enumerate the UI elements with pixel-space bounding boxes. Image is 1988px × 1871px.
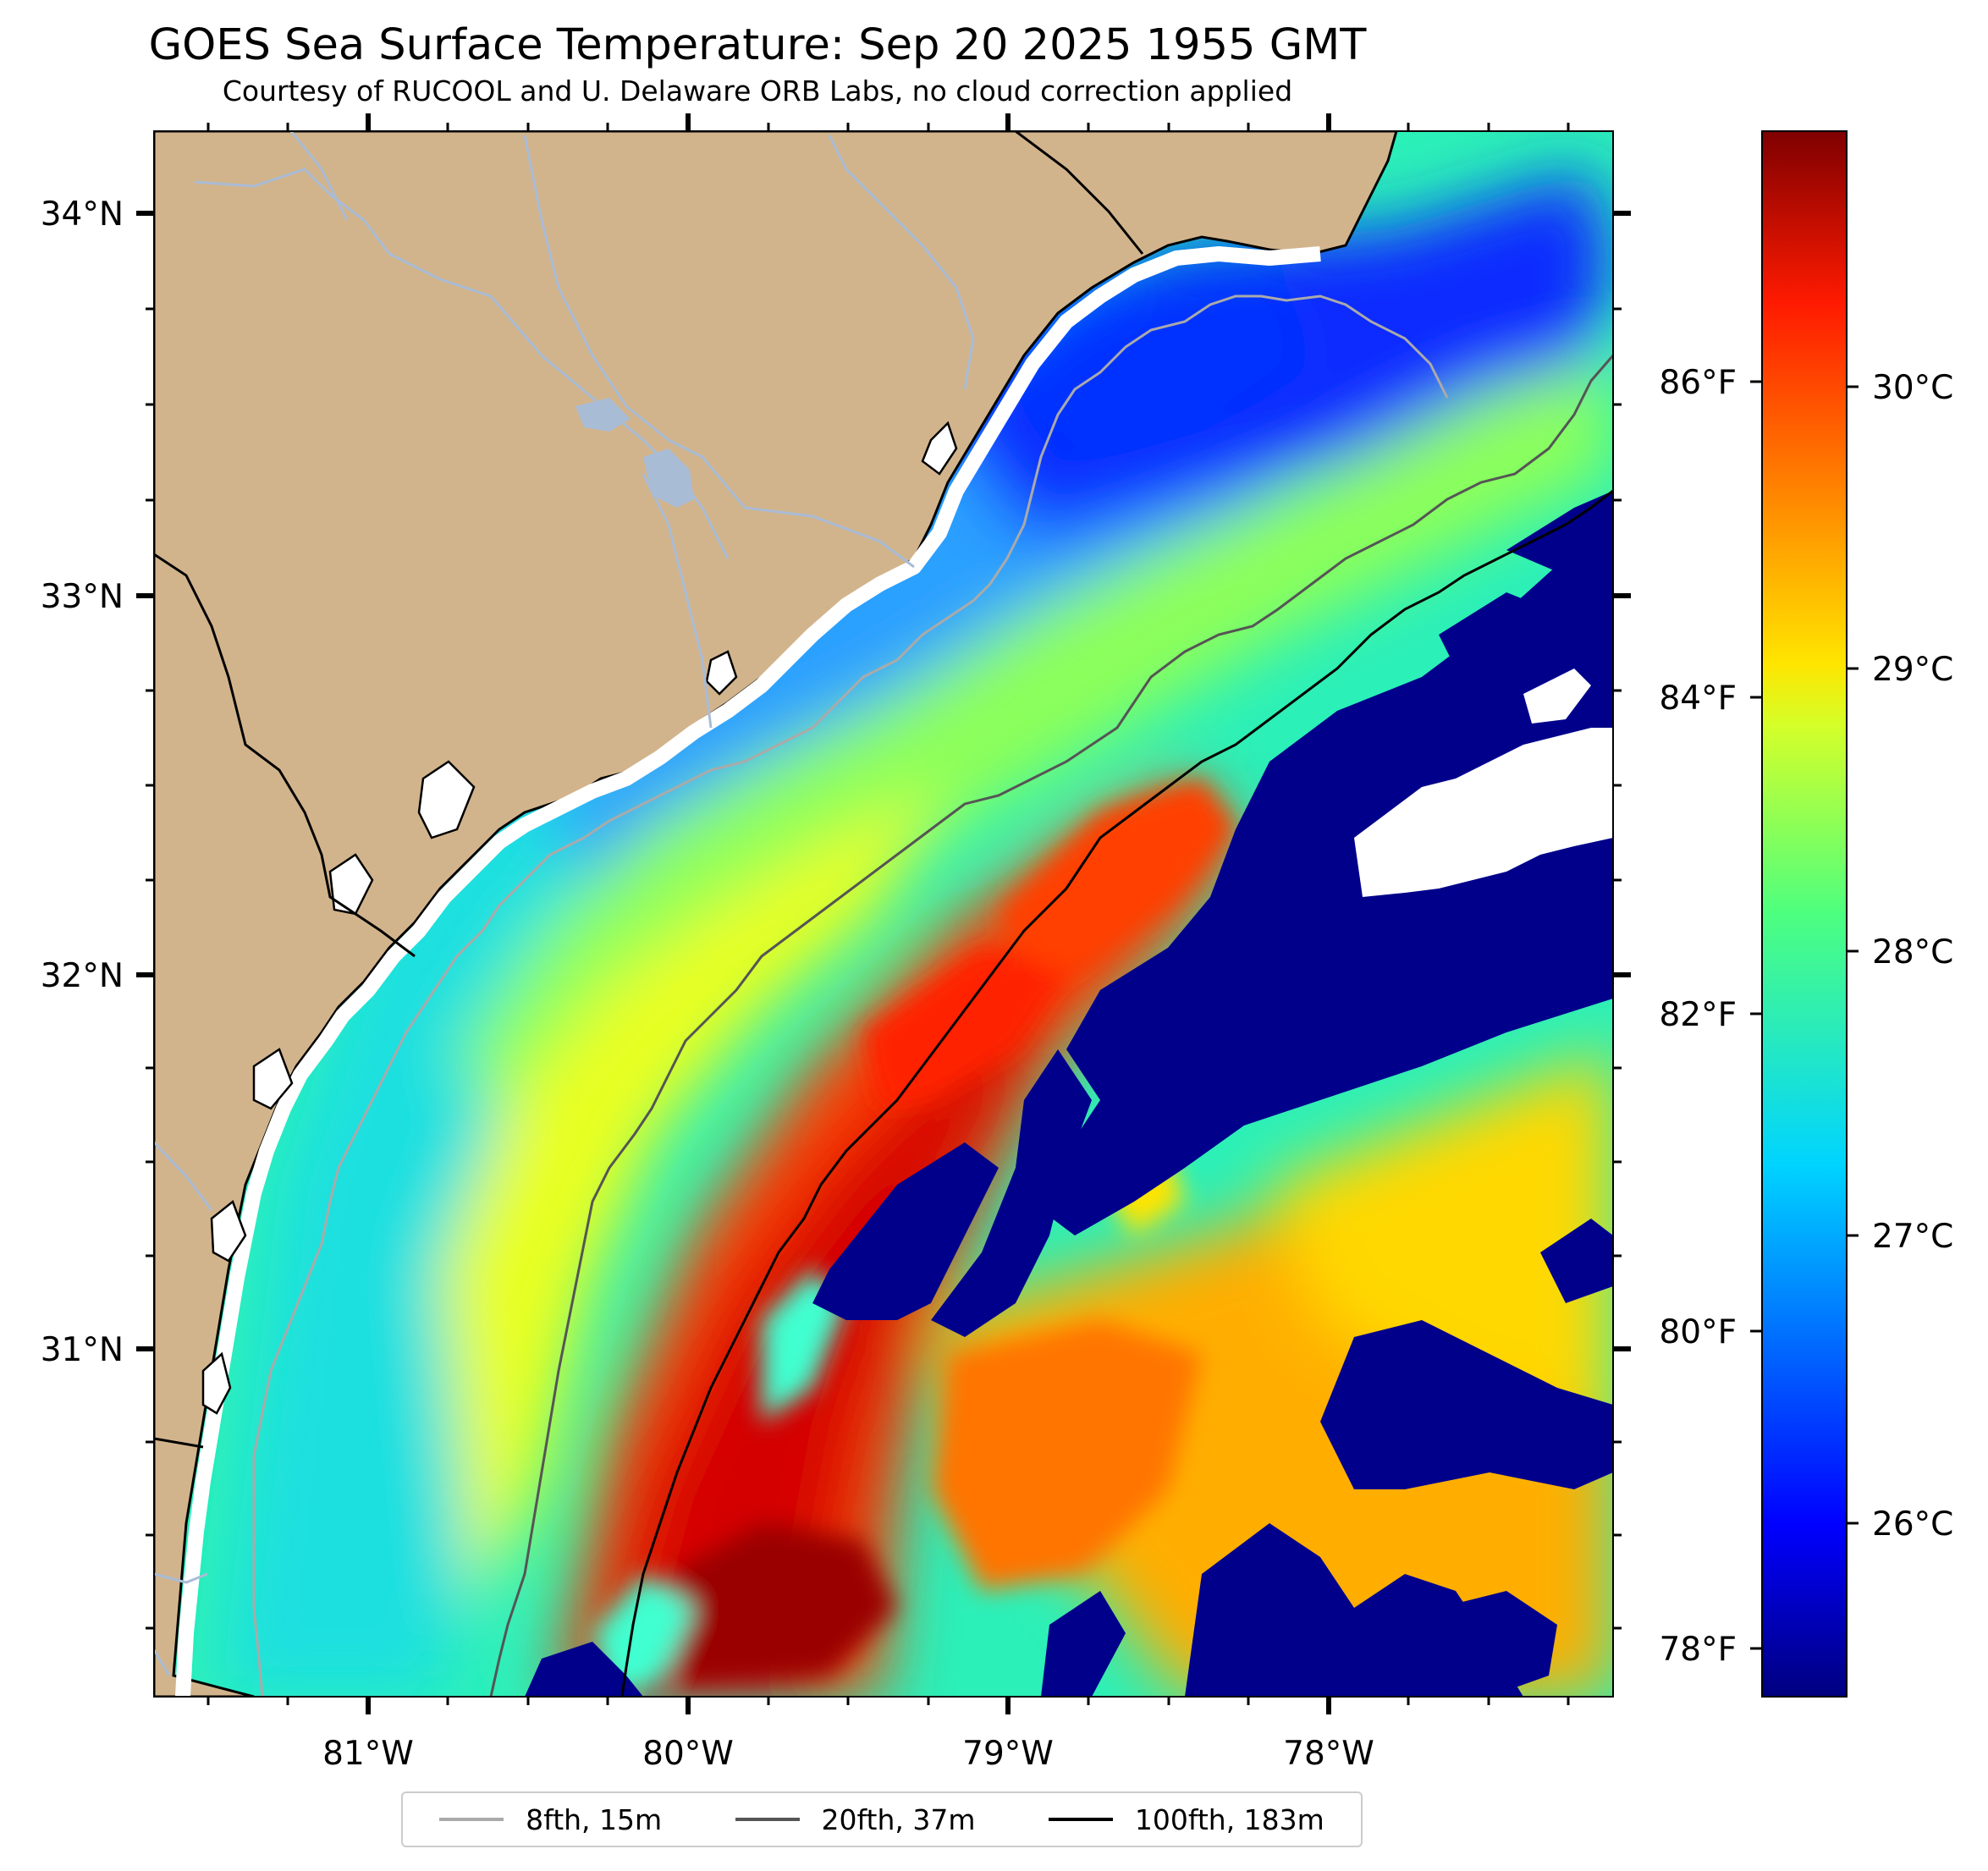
colorbar-celsius-label: 27°C (1872, 1218, 1953, 1256)
cloud-mask (525, 491, 1613, 1697)
lon-major-ticks (366, 113, 1331, 1714)
map-panel (154, 131, 1613, 1697)
lat-label: 34°N (41, 195, 124, 234)
lake (643, 448, 694, 508)
map-subtitle: Courtesy of RUCOOL and U. Delaware ORB L… (222, 74, 1293, 107)
lon-label: 79°W (962, 1735, 1054, 1773)
lon-label: 78°W (1283, 1735, 1374, 1773)
colorbar-fahrenheit-label: 86°F (1659, 364, 1737, 402)
isobath-8fth-line (252, 294, 1449, 1697)
state-borders (154, 131, 1144, 1449)
colorbar-celsius-label: 28°C (1872, 933, 1953, 971)
lat-major-ticks (136, 211, 1631, 1351)
isobath-20fth-line (489, 355, 1613, 1697)
legend-item-100fth: 100fth, 183m (1048, 1802, 1324, 1836)
lon-minor-ticks (207, 123, 1570, 1705)
colorbar-fahrenheit-label: 80°F (1659, 1313, 1737, 1351)
lat-label: 32°N (41, 957, 124, 995)
lon-label: 80°W (642, 1735, 734, 1773)
lat-label: 33°N (41, 578, 124, 616)
legend-label: 8fth, 15m (526, 1802, 663, 1836)
colorbar-fahrenheit-ticks (1750, 380, 1762, 1650)
legend-item-20fth: 20fth, 37m (735, 1803, 976, 1836)
isobath-legend: 8fth, 15m 20fth, 37m 100fth, 183m (401, 1791, 1363, 1847)
colorbar (1761, 130, 1848, 1698)
colorbar-fahrenheit-label: 84°F (1659, 680, 1737, 718)
lat-minor-ticks (146, 307, 1622, 1630)
legend-item-8fth: 8fth, 15m (439, 1803, 662, 1836)
legend-swatch-20fth (735, 1818, 800, 1821)
coastal-fringe (175, 246, 1321, 1697)
lon-label: 81°W (322, 1735, 414, 1773)
lat-label: 31°N (41, 1331, 124, 1369)
isobath-100fth-line (620, 489, 1613, 1697)
estuaries (201, 421, 958, 1415)
colorbar-celsius-ticks (1847, 385, 1859, 1525)
legend-label: 20fth, 37m (821, 1802, 976, 1836)
map-title: GOES Sea Surface Temperature: Sep 20 202… (148, 20, 1367, 70)
lake (575, 398, 631, 432)
no-data-patches (1354, 669, 1613, 897)
colorbar-celsius-label: 29°C (1872, 651, 1953, 689)
legend-label: 100fth, 183m (1134, 1802, 1324, 1836)
colorbar-fahrenheit-label: 78°F (1659, 1631, 1737, 1669)
legend-swatch-100fth (1048, 1818, 1113, 1821)
colorbar-celsius-label: 26°C (1872, 1505, 1953, 1544)
colorbar-celsius-label: 30°C (1872, 369, 1953, 407)
map-frame (153, 130, 1614, 1698)
legend-swatch-8fth (439, 1818, 504, 1821)
colorbar-fahrenheit-label: 82°F (1659, 996, 1737, 1034)
